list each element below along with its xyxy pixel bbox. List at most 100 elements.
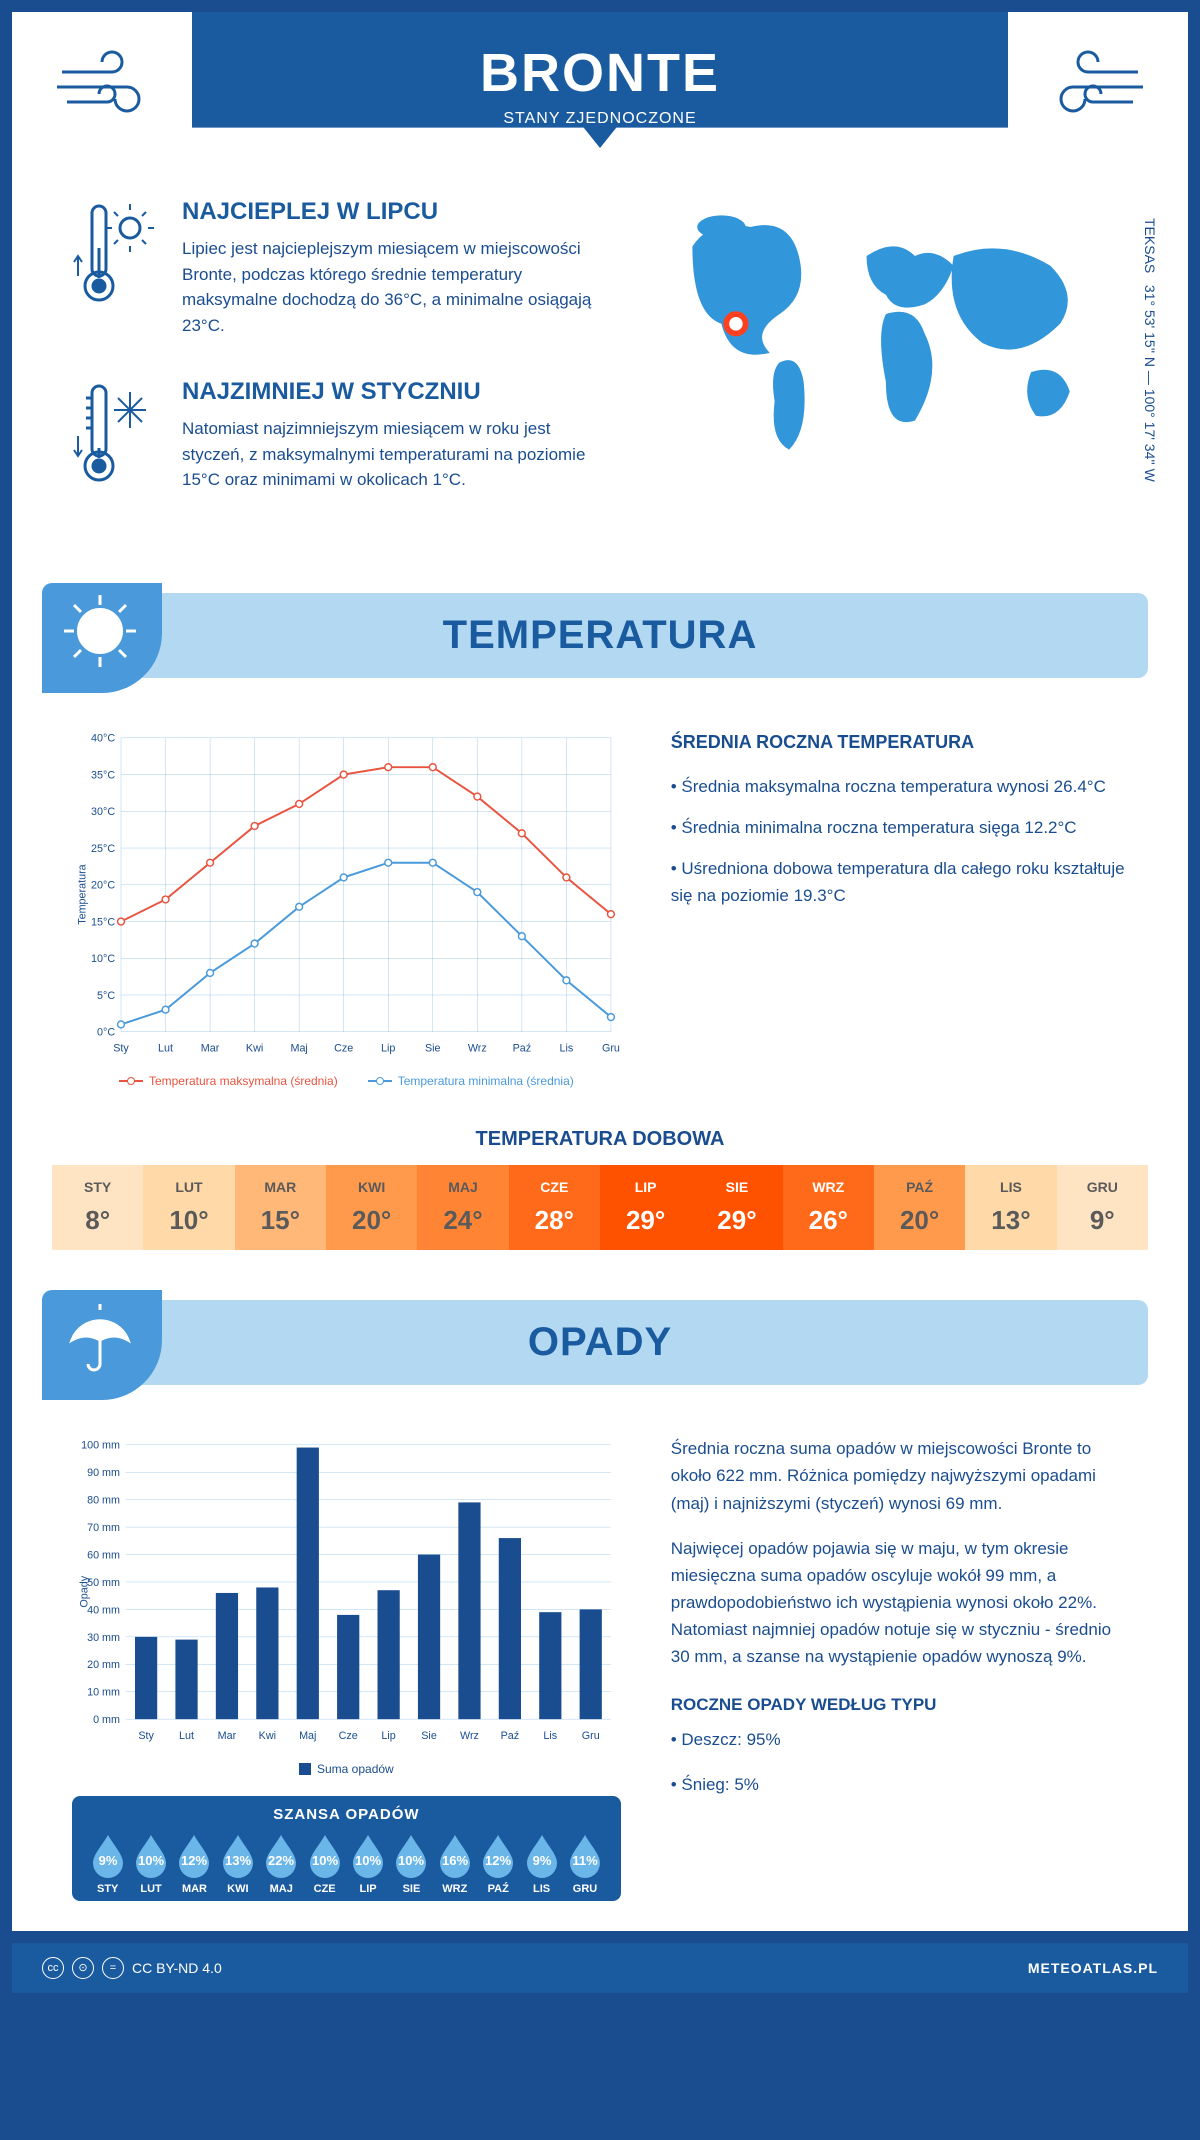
svg-text:Mar: Mar (218, 1730, 237, 1742)
svg-text:35°C: 35°C (91, 769, 115, 781)
wind-icon (52, 42, 172, 137)
svg-text:9%: 9% (98, 1853, 117, 1868)
svg-text:Temperatura: Temperatura (77, 864, 89, 924)
svg-text:20 mm: 20 mm (87, 1659, 120, 1671)
svg-text:Paź: Paź (513, 1042, 532, 1054)
legend-max-label: Temperatura maksymalna (średnia) (149, 1074, 338, 1088)
svg-text:Sie: Sie (425, 1042, 441, 1054)
svg-text:Sty: Sty (138, 1730, 154, 1742)
chance-month: LIS (520, 1883, 563, 1895)
precip-type: • Śnieg: 5% (671, 1771, 1128, 1798)
chance-cell: 10% LIP (346, 1831, 389, 1895)
svg-text:Sty: Sty (113, 1042, 129, 1054)
precip-p1: Średnia roczna suma opadów w miejscowośc… (671, 1435, 1128, 1517)
temp-value: 28° (509, 1205, 600, 1236)
chance-title: SZANSA OPADÓW (86, 1806, 607, 1823)
cold-fact-text: Natomiast najzimniejszym miesiącem w rok… (182, 416, 604, 493)
svg-text:10%: 10% (138, 1853, 164, 1868)
daily-temp-cell: SIE29° (691, 1165, 782, 1250)
latlon-label: 31° 53' 15'' N — 100° 17' 34'' W (1142, 285, 1158, 482)
temp-value: 20° (326, 1205, 417, 1236)
svg-text:16%: 16% (442, 1853, 468, 1868)
chance-month: WRZ (433, 1883, 476, 1895)
chance-month: MAJ (260, 1883, 303, 1895)
chance-cell: 11% GRU (563, 1831, 606, 1895)
daily-temp-strip: STY8°LUT10°MAR15°KWI20°MAJ24°CZE28°LIP29… (52, 1165, 1148, 1250)
world-map (644, 198, 1128, 469)
daily-temp-cell: MAJ24° (417, 1165, 508, 1250)
month-label: MAJ (417, 1179, 508, 1195)
svg-text:13%: 13% (225, 1853, 251, 1868)
svg-text:25°C: 25°C (91, 843, 115, 855)
drop-icon: 16% (434, 1831, 476, 1879)
svg-text:30°C: 30°C (91, 806, 115, 818)
precipitation-bar-chart: 0 mm10 mm20 mm30 mm40 mm50 mm60 mm70 mm8… (72, 1435, 621, 1749)
chance-month: GRU (563, 1883, 606, 1895)
month-label: WRZ (783, 1179, 874, 1195)
chance-month: LUT (129, 1883, 172, 1895)
svg-text:12%: 12% (181, 1853, 207, 1868)
svg-text:Mar: Mar (201, 1042, 220, 1054)
svg-text:Cze: Cze (339, 1730, 358, 1742)
temp-bullet: • Średnia minimalna roczna temperatura s… (671, 814, 1128, 841)
svg-text:10°C: 10°C (91, 953, 115, 965)
drop-icon: 10% (390, 1831, 432, 1879)
svg-text:60 mm: 60 mm (87, 1550, 120, 1562)
temp-info-heading: ŚREDNIA ROCZNA TEMPERATURA (671, 728, 1128, 757)
hot-fact-title: NAJCIEPLEJ W LIPCU (182, 198, 604, 226)
daily-temp-cell: CZE 28° (509, 1165, 600, 1250)
svg-text:Maj: Maj (290, 1042, 307, 1054)
daily-temp-heading: TEMPERATURA DOBOWA (12, 1128, 1188, 1151)
temperature-body: 0°C5°C10°C15°C20°C25°C30°C35°C40°CStyLut… (12, 698, 1188, 1118)
svg-text:12%: 12% (485, 1853, 511, 1868)
coordinates: TEKSAS 31° 53' 15'' N — 100° 17' 34'' W (1142, 218, 1158, 482)
chance-cell: 13% KWI (216, 1831, 259, 1895)
svg-text:90 mm: 90 mm (87, 1467, 120, 1479)
svg-text:40 mm: 40 mm (87, 1604, 120, 1616)
chance-month: SIE (390, 1883, 433, 1895)
drop-icon: 9% (521, 1831, 563, 1879)
svg-text:Cze: Cze (334, 1042, 353, 1054)
legend-sum: Suma opadów (299, 1762, 394, 1776)
temperature-heading: TEMPERATURA (72, 613, 1128, 658)
chance-month: STY (86, 1883, 129, 1895)
svg-text:80 mm: 80 mm (87, 1495, 120, 1507)
month-label: CZE (509, 1179, 600, 1195)
legend-min-label: Temperatura minimalna (średnia) (398, 1074, 574, 1088)
hot-fact: NAJCIEPLEJ W LIPCU Lipiec jest najcieple… (72, 198, 604, 338)
svg-text:70 mm: 70 mm (87, 1522, 120, 1534)
daily-temp-cell: WRZ26° (783, 1165, 874, 1250)
daily-temp-cell: MAR 15° (235, 1165, 326, 1250)
title-banner: BRONTE STANY ZJEDNOCZONE (192, 12, 1008, 148)
month-label: LUT (143, 1179, 234, 1195)
chance-cell: 10% CZE (303, 1831, 346, 1895)
temp-bullet: • Uśredniona dobowa temperatura dla całe… (671, 855, 1128, 909)
precipitation-body: 0 mm10 mm20 mm30 mm40 mm50 mm60 mm70 mm8… (12, 1405, 1188, 1911)
svg-text:30 mm: 30 mm (87, 1632, 120, 1644)
chance-cell: 9% LIS (520, 1831, 563, 1895)
svg-text:40°C: 40°C (91, 733, 115, 745)
temperature-line-chart: 0°C5°C10°C15°C20°C25°C30°C35°C40°CStyLut… (72, 728, 621, 1061)
svg-text:Lis: Lis (560, 1042, 574, 1054)
precip-left-column: 0 mm10 mm20 mm30 mm40 mm50 mm60 mm70 mm8… (72, 1435, 621, 1901)
chance-box: SZANSA OPADÓW 9% STY 10% LUT 12% MAR 13%… (72, 1796, 621, 1901)
umbrella-badge (42, 1290, 162, 1400)
chance-cell: 16% WRZ (433, 1831, 476, 1895)
chance-month: LIP (346, 1883, 389, 1895)
month-label: KWI (326, 1179, 417, 1195)
svg-text:22%: 22% (268, 1853, 294, 1868)
umbrella-icon (60, 1298, 140, 1378)
country-subtitle: STANY ZJEDNOCZONE (212, 110, 988, 128)
drop-icon: 10% (347, 1831, 389, 1879)
svg-text:Wrz: Wrz (468, 1042, 487, 1054)
legend-max: Temperatura maksymalna (średnia) (119, 1074, 338, 1088)
svg-text:10%: 10% (355, 1853, 381, 1868)
daily-temp-cell: KWI 20° (326, 1165, 417, 1250)
month-label: STY (52, 1179, 143, 1195)
month-label: SIE (691, 1179, 782, 1195)
temp-value: 15° (235, 1205, 326, 1236)
daily-temp-cell: GRU9° (1057, 1165, 1148, 1250)
drop-icon: 22% (260, 1831, 302, 1879)
month-label: MAR (235, 1179, 326, 1195)
svg-text:0 mm: 0 mm (93, 1714, 120, 1726)
